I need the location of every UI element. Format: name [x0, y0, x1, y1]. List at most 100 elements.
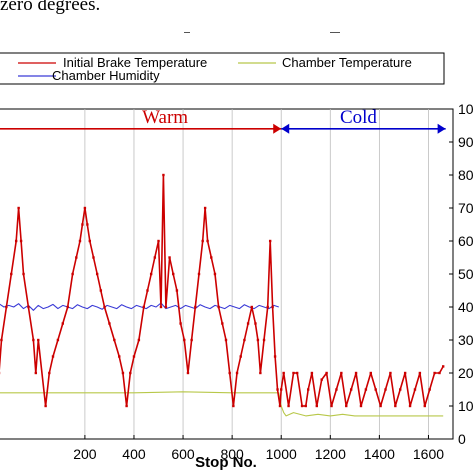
axis-ticks: 200 400 600 800 1000 1200 1400 1600 0 10 20 30 40 50 6…	[73, 101, 474, 462]
legend-frame	[0, 52, 445, 85]
brake-point	[103, 305, 106, 309]
brake-point	[51, 355, 55, 358]
caption-divider-left	[184, 32, 190, 33]
brake-point	[86, 223, 89, 226]
y-tick-label: 60	[458, 233, 474, 249]
brake-point	[304, 404, 307, 408]
brake-point	[300, 404, 304, 408]
brake-point	[75, 256, 78, 259]
x-tick-label: 200	[73, 446, 97, 462]
brake-point	[157, 239, 160, 243]
brake-point	[276, 388, 279, 391]
region-arrowhead-right	[273, 123, 282, 134]
brake-point	[259, 371, 262, 375]
y-tick-label: 50	[458, 266, 474, 282]
brake-point	[217, 305, 220, 309]
brake-point	[10, 272, 13, 276]
brake-point	[5, 305, 8, 309]
brake-point	[369, 371, 372, 375]
brake-point	[78, 239, 82, 243]
caption-divider-right	[330, 32, 340, 33]
brake-point	[335, 388, 338, 391]
brake-point	[232, 404, 235, 408]
x-tick-label: 400	[122, 446, 146, 462]
brake-point	[190, 338, 193, 342]
brake-point	[132, 355, 136, 358]
brake-point	[197, 272, 201, 276]
brake-point	[295, 371, 299, 375]
brake-point	[210, 256, 213, 259]
region-annotations: Warm Cold	[0, 107, 446, 134]
legend-label-humidity: Chamber Humidity	[52, 68, 160, 83]
brake-point	[433, 371, 436, 375]
brake-point	[280, 388, 283, 391]
brake-point	[95, 272, 99, 276]
x-tick-label: 600	[171, 446, 195, 462]
series-brake-temperature	[0, 174, 444, 407]
legend: Initial Brake Temperature Chamber Temper…	[0, 52, 445, 85]
y-tick-label: 80	[458, 167, 474, 183]
brake-point	[71, 272, 74, 276]
brake-point	[408, 404, 412, 408]
region-label: Cold	[340, 107, 377, 128]
brake-markers	[0, 173, 445, 408]
y-tick-label: 20	[458, 365, 474, 381]
brake-point	[164, 305, 168, 309]
brake-point	[83, 206, 87, 210]
legend-label-chamber-temperature: Chamber Temperature	[282, 55, 412, 70]
brake-point	[224, 338, 228, 342]
x-tick-label: 1200	[315, 446, 346, 462]
brake-point	[374, 388, 377, 391]
brake-point	[246, 322, 250, 325]
x-tick-label: 800	[220, 446, 244, 462]
brake-point	[175, 289, 179, 292]
brake-point	[266, 305, 269, 309]
brake-point	[19, 239, 23, 243]
brake-point	[186, 371, 190, 375]
brake-point	[423, 404, 426, 408]
brake-point	[441, 365, 445, 368]
brake-point	[113, 338, 116, 342]
brake-point	[92, 256, 95, 259]
brake-point	[235, 371, 239, 375]
series-chamber-humidity	[0, 302, 279, 311]
x-tick-label: 1000	[266, 446, 297, 462]
brake-point	[345, 404, 348, 408]
brake-point	[413, 388, 417, 391]
brake-point	[310, 371, 314, 375]
brake-point	[239, 355, 242, 358]
x-axis-title: Stop No.	[195, 454, 257, 471]
y-tick-label: 30	[458, 332, 474, 348]
brake-point	[66, 305, 69, 309]
brake-point	[307, 388, 310, 391]
brake-point	[379, 404, 382, 408]
brake-point	[61, 322, 65, 325]
brake-point	[88, 239, 91, 243]
brake-point	[250, 305, 253, 309]
brake-point	[394, 404, 397, 408]
brake-point	[364, 388, 368, 391]
brake-point	[438, 371, 441, 375]
brake-point	[183, 338, 186, 342]
brake-point	[228, 371, 231, 375]
brake-point	[399, 388, 402, 391]
brake-point	[153, 256, 157, 259]
brake-point	[121, 371, 125, 375]
brake-point	[271, 305, 274, 309]
region-arrowhead-right	[437, 123, 446, 134]
brake-point	[194, 305, 197, 309]
legend-label-brake: Initial Brake Temperature	[63, 55, 207, 70]
brake-point	[354, 371, 358, 375]
brake-point	[221, 322, 224, 325]
brake-point	[125, 404, 128, 408]
brake-point	[179, 322, 182, 325]
brake-point	[278, 404, 282, 408]
brake-point	[325, 371, 328, 375]
y-tick-label: 70	[458, 200, 474, 216]
brake-point	[340, 371, 343, 375]
brake-point	[330, 404, 333, 408]
brake-point	[162, 173, 165, 177]
series-layer	[0, 173, 445, 417]
brake-point	[118, 355, 121, 358]
